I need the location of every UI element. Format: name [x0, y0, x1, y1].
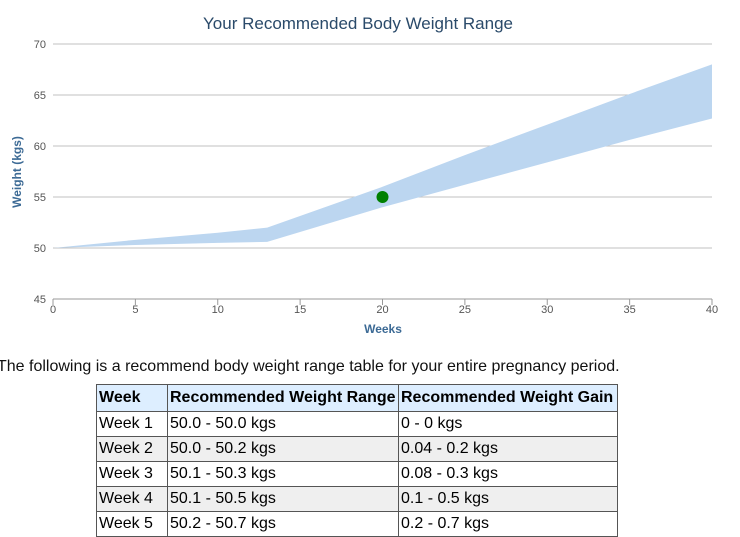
header-weight-range: Recommended Weight Range	[167, 384, 399, 412]
cell-gain: 0.2 - 0.7 kgs	[398, 511, 618, 537]
cell-range: 50.1 - 50.5 kgs	[167, 486, 399, 512]
table-row: Week 4 50.1 - 50.5 kgs 0.1 - 0.5 kgs	[96, 486, 618, 512]
x-tick-label: 25	[459, 304, 471, 316]
table-row: Week 3 50.1 - 50.3 kgs 0.08 - 0.3 kgs	[96, 461, 618, 487]
header-week: Week	[96, 384, 168, 412]
chart-series	[53, 64, 712, 249]
intro-text: The following is a recommend body weight…	[0, 358, 620, 375]
weight-range-band	[53, 64, 712, 249]
y-axis-label: Weight (kgs)	[10, 136, 24, 208]
y-tick-label: 70	[34, 39, 46, 51]
cell-week: Week 5	[96, 511, 168, 537]
grid-lines	[53, 43, 712, 300]
y-tick-label: 60	[34, 141, 46, 153]
y-tick-label: 50	[34, 243, 46, 255]
x-tick-label: 15	[294, 304, 306, 316]
cell-week: Week 2	[96, 436, 168, 462]
weight-table: Week Recommended Weight Range Recommende…	[96, 384, 618, 537]
table-row: Week 2 50.0 - 50.2 kgs 0.04 - 0.2 kgs	[96, 436, 618, 462]
cell-range: 50.1 - 50.3 kgs	[167, 461, 399, 487]
x-tick-label: 0	[50, 304, 56, 316]
header-weight-gain: Recommended Weight Gain	[398, 384, 618, 412]
cell-range: 50.0 - 50.0 kgs	[167, 411, 399, 437]
table-row: Week 1 50.0 - 50.0 kgs 0 - 0 kgs	[96, 411, 618, 437]
cell-week: Week 3	[96, 461, 168, 487]
current-weight-point	[376, 191, 389, 203]
x-tick-label: 10	[212, 304, 224, 316]
cell-gain: 0.1 - 0.5 kgs	[398, 486, 618, 512]
cell-range: 50.2 - 50.7 kgs	[167, 511, 399, 537]
x-tick-label: 40	[706, 304, 718, 316]
cell-gain: 0.04 - 0.2 kgs	[398, 436, 618, 462]
cell-week: Week 1	[96, 411, 168, 437]
cell-gain: 0.08 - 0.3 kgs	[398, 461, 618, 487]
cell-week: Week 4	[96, 486, 168, 512]
x-axis-label: Weeks	[364, 322, 402, 336]
x-axis-ticks: 0 5 10 15 20 25 30 35 40	[50, 298, 718, 316]
cell-gain: 0 - 0 kgs	[398, 411, 618, 437]
weight-range-chart: Your Recommended Body Weight Range 45505…	[10, 14, 718, 336]
x-tick-label: 20	[376, 304, 388, 316]
y-axis-ticks: 45 50 55 60 65 70	[34, 39, 46, 306]
table-header-row: Week Recommended Weight Range Recommende…	[96, 384, 618, 412]
y-tick-label: 45	[34, 294, 46, 306]
table-row: Week 5 50.2 - 50.7 kgs 0.2 - 0.7 kgs	[96, 511, 618, 537]
y-tick-label: 55	[34, 192, 46, 204]
x-tick-label: 5	[132, 304, 138, 316]
y-tick-label: 65	[34, 90, 46, 102]
x-tick-label: 35	[624, 304, 636, 316]
cell-range: 50.0 - 50.2 kgs	[167, 436, 399, 462]
x-tick-label: 30	[541, 304, 553, 316]
chart-title: Your Recommended Body Weight Range	[203, 14, 513, 33]
